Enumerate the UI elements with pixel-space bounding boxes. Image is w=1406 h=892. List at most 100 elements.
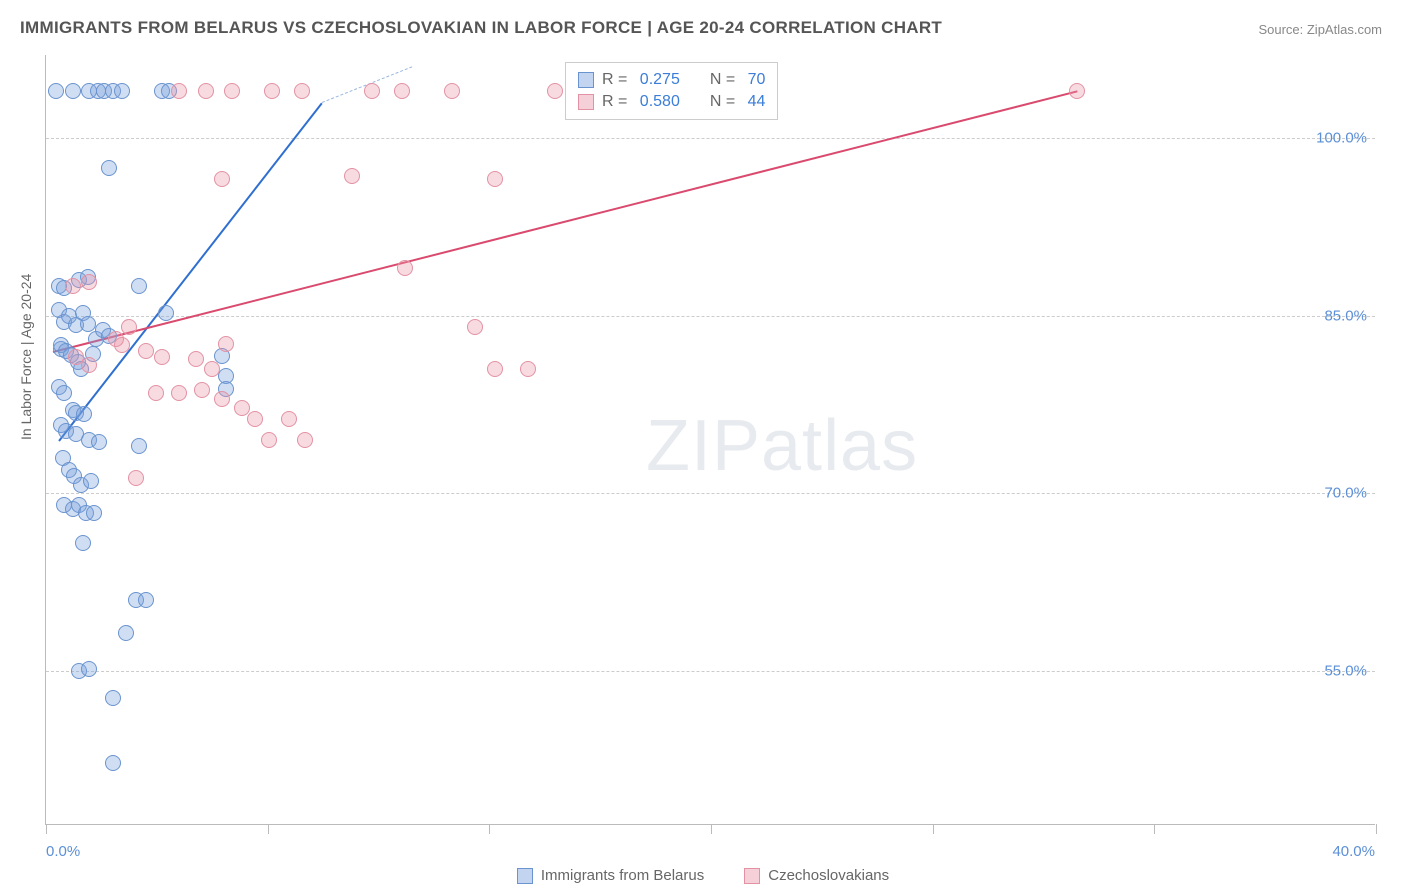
data-point-belarus [75,535,91,551]
data-point-czech [264,83,280,99]
data-point-belarus [114,83,130,99]
data-point-czech [214,391,230,407]
data-point-belarus [101,160,117,176]
data-point-belarus [158,305,174,321]
legend-swatch [578,72,594,88]
legend-swatch [744,868,760,884]
data-point-belarus [86,505,102,521]
gridline [46,138,1375,139]
data-point-czech [198,83,214,99]
data-point-belarus [48,83,64,99]
data-point-czech [81,274,97,290]
data-point-belarus [105,755,121,771]
legend-swatch [578,94,594,110]
data-point-belarus [118,625,134,641]
data-point-czech [188,351,204,367]
data-point-czech [547,83,563,99]
x-tick [711,824,712,834]
data-point-czech [467,319,483,335]
x-tick [1376,824,1377,834]
data-point-czech [294,83,310,99]
plot-area: ZIPatlas 100.0%85.0%70.0%55.0%0.0%40.0% [45,55,1375,825]
gridline [46,671,1375,672]
chart-title: IMMIGRANTS FROM BELARUS VS CZECHOSLOVAKI… [20,18,942,38]
data-point-belarus [80,316,96,332]
data-point-czech [487,361,503,377]
stat-n-label: N = [710,93,740,111]
y-tick-label: 100.0% [1316,129,1367,146]
data-point-czech [204,361,220,377]
data-point-czech [121,319,137,335]
stat-r-value: 0.580 [640,93,680,111]
legend-stats-box: R = 0.275 N = 70 R = 0.580 N = 44 [565,62,778,120]
x-tick [268,824,269,834]
data-point-czech [444,83,460,99]
data-point-czech [214,171,230,187]
x-tick [489,824,490,834]
data-point-czech [81,357,97,373]
bottom-legend: Immigrants from Belarus Czechoslovakians [0,867,1406,884]
y-tick-label: 70.0% [1324,485,1367,502]
stat-n-label: N = [710,71,740,89]
data-point-belarus [56,385,72,401]
data-point-belarus [131,438,147,454]
stat-r-label: R = [602,71,632,89]
data-point-czech [128,470,144,486]
data-point-czech [65,278,81,294]
y-tick-label: 55.0% [1324,663,1367,680]
data-point-belarus [138,592,154,608]
data-point-czech [148,385,164,401]
legend-stats-row: R = 0.580 N = 44 [578,91,765,113]
bottom-legend-item: Immigrants from Belarus [517,867,704,884]
data-point-czech [171,385,187,401]
bottom-legend-item: Czechoslovakians [744,867,889,884]
y-tick-label: 85.0% [1324,307,1367,324]
x-tick-label: 40.0% [1332,843,1375,860]
data-point-czech [364,83,380,99]
stat-r-label: R = [602,93,632,111]
data-point-belarus [105,690,121,706]
data-point-belarus [81,661,97,677]
data-point-czech [344,168,360,184]
stat-r-value: 0.275 [640,71,680,89]
gridline [46,493,1375,494]
watermark: ZIPatlas [646,405,918,487]
x-tick [933,824,934,834]
data-point-czech [487,171,503,187]
data-point-czech [171,83,187,99]
data-point-czech [108,331,124,347]
stat-n-value: 44 [748,93,766,111]
gridline [46,316,1375,317]
bottom-legend-label: Immigrants from Belarus [541,867,704,884]
data-point-czech [281,411,297,427]
data-point-czech [247,411,263,427]
y-axis-title: In Labor Force | Age 20-24 [18,274,34,440]
x-tick-label: 0.0% [46,843,80,860]
data-point-belarus [131,278,147,294]
regression-line [59,103,323,442]
legend-stats-row: R = 0.275 N = 70 [578,69,765,91]
chart-container: IMMIGRANTS FROM BELARUS VS CZECHOSLOVAKI… [0,0,1406,892]
data-point-czech [224,83,240,99]
stat-n-value: 70 [748,71,766,89]
data-point-belarus [91,434,107,450]
data-point-belarus [65,83,81,99]
data-point-czech [397,260,413,276]
data-point-czech [154,349,170,365]
data-point-czech [218,336,234,352]
data-point-belarus [83,473,99,489]
data-point-czech [138,343,154,359]
data-point-czech [194,382,210,398]
regression-line [52,91,1077,354]
data-point-czech [1069,83,1085,99]
bottom-legend-label: Czechoslovakians [768,867,889,884]
data-point-czech [520,361,536,377]
source-label: Source: ZipAtlas.com [1258,22,1382,37]
x-tick [46,824,47,834]
data-point-czech [394,83,410,99]
x-tick [1154,824,1155,834]
data-point-czech [297,432,313,448]
data-point-czech [261,432,277,448]
legend-swatch [517,868,533,884]
data-point-belarus [76,406,92,422]
